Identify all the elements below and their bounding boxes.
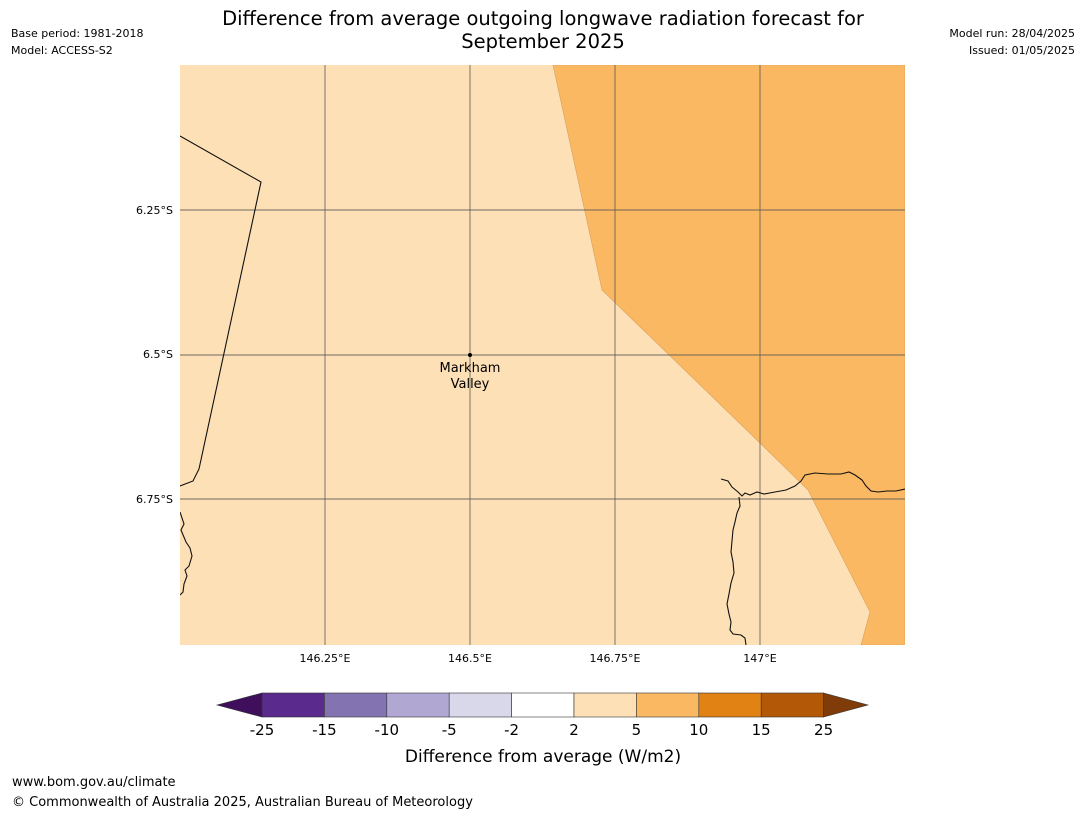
colorbar-tick: 2	[569, 721, 579, 739]
colorbar-tick: -25	[250, 721, 275, 739]
river-line	[726, 496, 747, 645]
colorbar-arrow-high	[823, 692, 870, 718]
metadata-right: Model run: 28/04/2025 Issued: 01/05/2025	[949, 25, 1075, 59]
lat-label: 6.25°S	[136, 204, 173, 217]
colorbar-segment	[386, 692, 450, 718]
issued-text: Issued: 01/05/2025	[968, 44, 1075, 57]
colorbar-tick: -15	[312, 721, 337, 739]
colorbar-arrow-low	[215, 692, 263, 718]
model-text: Model: ACCESS-S2	[11, 44, 113, 57]
lon-label: 146.25°E	[300, 652, 351, 665]
colorbar-segment	[261, 692, 325, 718]
lat-label: 6.75°S	[136, 493, 173, 506]
longitude-labels: 146.25°E 146.5°E 146.75°E 147°E	[300, 652, 777, 665]
lon-label: 147°E	[743, 652, 776, 665]
place-label-line1: Markham	[440, 361, 501, 376]
metadata-left: Base period: 1981-2018 Model: ACCESS-S2	[11, 25, 143, 59]
map-title-line2: September 2025	[461, 30, 625, 53]
colorbar-tick: 15	[752, 721, 771, 739]
colorbar-tick: 5	[632, 721, 642, 739]
coastline-west	[180, 511, 193, 596]
colorbar-segment	[760, 692, 824, 718]
colorbar-tick: 10	[689, 721, 708, 739]
colorbar-segment	[636, 692, 700, 718]
colorbar-ticks: -25 -15 -10 -5 -2 2 5 10 15 25	[250, 721, 833, 739]
colorbar-tick: -2	[504, 721, 519, 739]
colorbar-tick: -10	[375, 721, 400, 739]
base-period-text: Base period: 1981-2018	[11, 27, 144, 40]
colorbar-segment	[573, 692, 637, 718]
place-label-line2: Valley	[451, 377, 490, 392]
colorbar-segment	[511, 692, 575, 718]
model-run-text: Model run: 28/04/2025	[949, 27, 1075, 40]
colorbar-tick: 25	[814, 721, 833, 739]
border-line	[180, 135, 262, 487]
footer-copyright: © Commonwealth of Australia 2025, Austra…	[12, 795, 473, 810]
map-title-line1: Difference from average outgoing longwav…	[222, 7, 864, 30]
map-area: Markham Valley	[180, 65, 905, 645]
coastline-east	[720, 471, 905, 497]
colorbar-tick: -5	[442, 721, 457, 739]
colorbar-segment	[698, 692, 762, 718]
boundary-lines	[180, 135, 905, 645]
colorbar: -25 -15 -10 -5 -2 2 5 10 15 25 Differenc…	[215, 692, 870, 767]
place-marker	[468, 353, 472, 357]
lon-label: 146.75°E	[590, 652, 641, 665]
footer-url: www.bom.gov.au/climate	[12, 775, 176, 790]
lat-label: 6.5°S	[143, 348, 173, 361]
colorbar-segment	[448, 692, 512, 718]
lon-label: 146.5°E	[448, 652, 492, 665]
latitude-labels: 6.25°S 6.5°S 6.75°S	[136, 204, 173, 506]
colorbar-label: Difference from average (W/m2)	[405, 747, 681, 767]
colorbar-segment	[324, 692, 388, 718]
map-title: Difference from average outgoing longwav…	[180, 7, 906, 53]
